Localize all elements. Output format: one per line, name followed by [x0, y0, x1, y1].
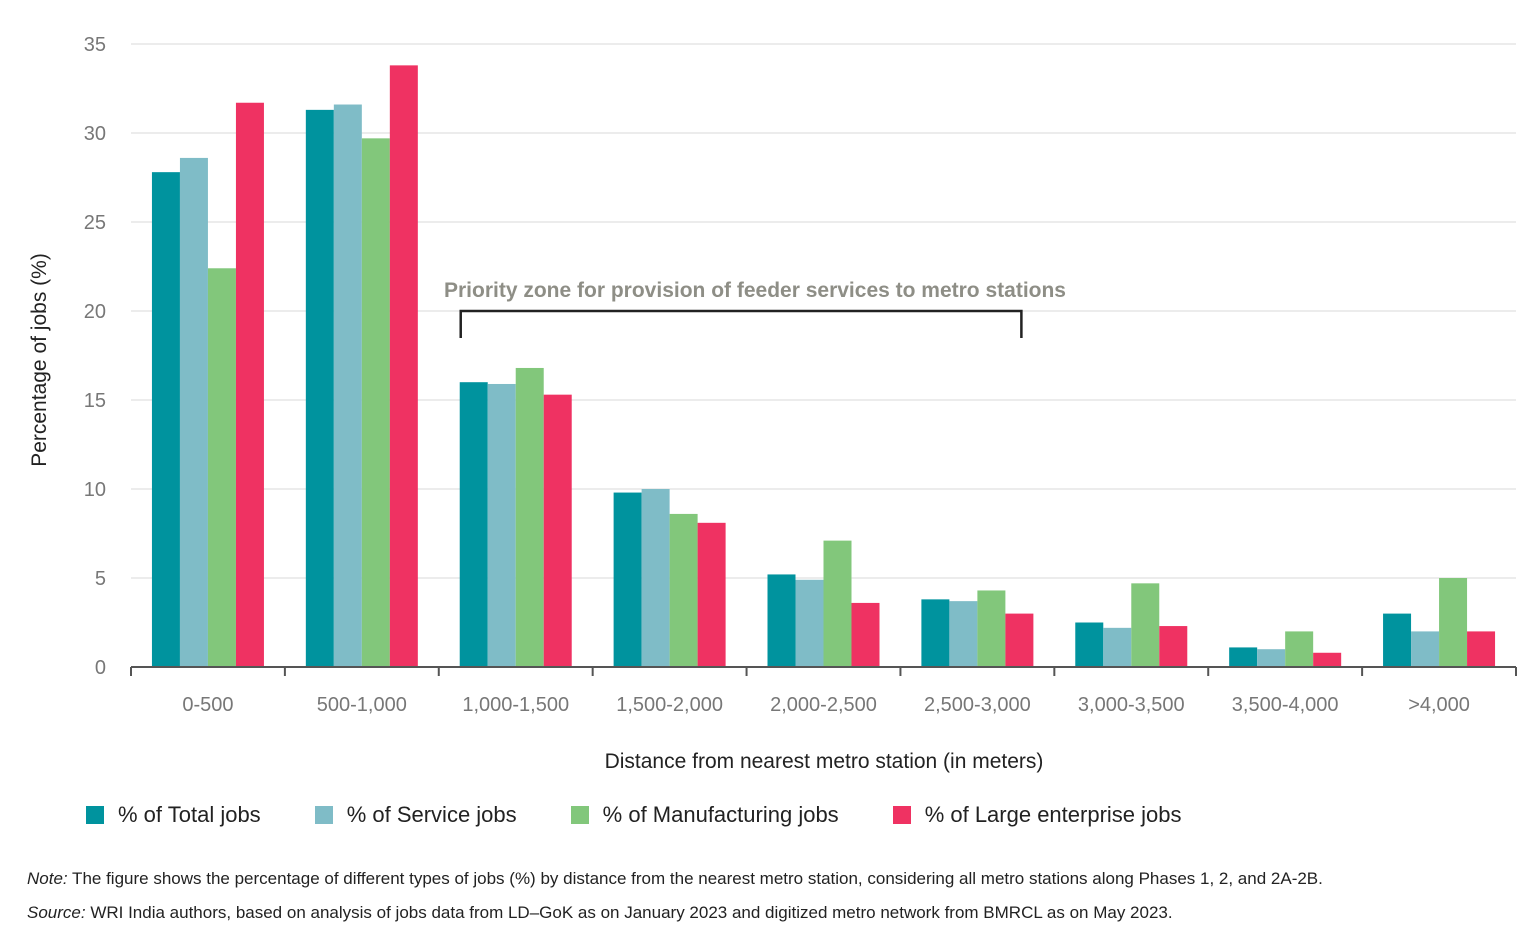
- bar: [1075, 622, 1104, 667]
- legend-swatch: [314, 806, 333, 824]
- note-line: Note: The figure shows the percentage of…: [27, 862, 1323, 896]
- bar: [361, 138, 390, 668]
- bar: [151, 172, 180, 667]
- bar: [179, 157, 208, 668]
- bar: [767, 574, 796, 667]
- y-tick-label: 5: [95, 568, 106, 590]
- x-tick-label: 2,500-3,000: [924, 694, 1031, 716]
- legend-item: % of Manufacturing jobs: [570, 802, 839, 828]
- bars: [151, 65, 1496, 668]
- legend-item: % of Large enterprise jobs: [892, 802, 1182, 828]
- bar: [1411, 631, 1440, 667]
- note-text: The figure shows the percentage of diffe…: [67, 869, 1323, 888]
- bar: [235, 102, 264, 668]
- bar: [1131, 583, 1160, 667]
- legend-swatch: [86, 806, 104, 824]
- bar: [1439, 578, 1468, 667]
- y-tick-label: 20: [84, 301, 106, 323]
- note-label: Note:: [27, 869, 68, 888]
- bar: [207, 268, 236, 667]
- x-tick-label: 1,000-1,500: [462, 694, 569, 716]
- bar: [543, 394, 572, 667]
- x-tick-label: >4,000: [1408, 694, 1470, 716]
- bar: [1467, 631, 1496, 667]
- bar: [1229, 647, 1258, 667]
- bar: [851, 602, 880, 667]
- bar: [515, 367, 544, 667]
- x-axis-title: Distance from nearest metro station (in …: [605, 750, 1044, 773]
- x-tick-label: 3,500-4,000: [1232, 694, 1339, 716]
- source-label: Source:: [27, 903, 86, 922]
- bar: [1383, 613, 1412, 667]
- y-tick-label: 10: [84, 479, 106, 501]
- x-tick-label: 500-1,000: [317, 694, 407, 716]
- priority-zone-label: Priority zone for provision of feeder se…: [444, 279, 1066, 302]
- axes: 0 5 10 15 20 25 30 35 0-500 500-1,000 1,000-1,500 1…: [84, 34, 1517, 716]
- bar: [333, 104, 362, 667]
- legend: % of Total jobs % of Service jobs % of Man…: [86, 802, 1236, 828]
- priority-zone-bracket: [459, 309, 1023, 338]
- bar-chart: 0 5 10 15 20 25 30 35 0-500 500-1,000 1,000-1,500 1…: [28, 34, 1517, 773]
- source-text: WRI India authors, based on analysis of …: [85, 903, 1173, 922]
- x-tick-label: 0-500: [182, 694, 233, 716]
- bar: [823, 540, 852, 667]
- bar: [487, 383, 516, 667]
- bar: [1005, 613, 1034, 667]
- bar: [921, 599, 950, 667]
- y-axis-title: Percentage of jobs (%): [28, 253, 51, 467]
- source-line: Source: WRI India authors, based on anal…: [27, 896, 1323, 930]
- bar: [389, 65, 418, 668]
- legend-item: % of Total jobs: [86, 802, 261, 828]
- bar: [949, 601, 978, 667]
- y-tick-label: 0: [95, 657, 106, 679]
- y-tick-label: 15: [84, 390, 106, 412]
- bar: [1159, 626, 1188, 667]
- bar: [1257, 649, 1286, 667]
- notes: Note: The figure shows the percentage of…: [27, 862, 1323, 930]
- bar: [305, 109, 334, 668]
- bar: [977, 590, 1006, 667]
- x-tick-label: 1,500-2,000: [616, 694, 723, 716]
- bar: [1313, 652, 1342, 667]
- priority-zone-annotation: Priority zone for provision of feeder se…: [444, 279, 1066, 338]
- x-tick-label: 2,000-2,500: [770, 694, 877, 716]
- y-tick-label: 35: [84, 34, 106, 56]
- legend-swatch: [892, 806, 911, 824]
- bar: [459, 382, 488, 667]
- bar: [669, 513, 698, 667]
- legend-label: % of Total jobs: [118, 802, 261, 827]
- y-tick-label: 25: [84, 212, 106, 234]
- bar: [1103, 627, 1132, 667]
- legend-label: % of Large enterprise jobs: [924, 802, 1182, 827]
- legend-label: % of Service jobs: [346, 802, 517, 827]
- legend-swatch: [570, 806, 589, 824]
- bar: [613, 492, 642, 667]
- legend-label: % of Manufacturing jobs: [602, 802, 839, 827]
- x-tick-label: 3,000-3,500: [1078, 694, 1185, 716]
- y-tick-label: 30: [84, 123, 106, 145]
- legend-item: % of Service jobs: [314, 802, 517, 828]
- bar: [795, 579, 824, 667]
- bar: [641, 489, 670, 667]
- bar: [697, 522, 726, 667]
- bar: [1285, 631, 1314, 667]
